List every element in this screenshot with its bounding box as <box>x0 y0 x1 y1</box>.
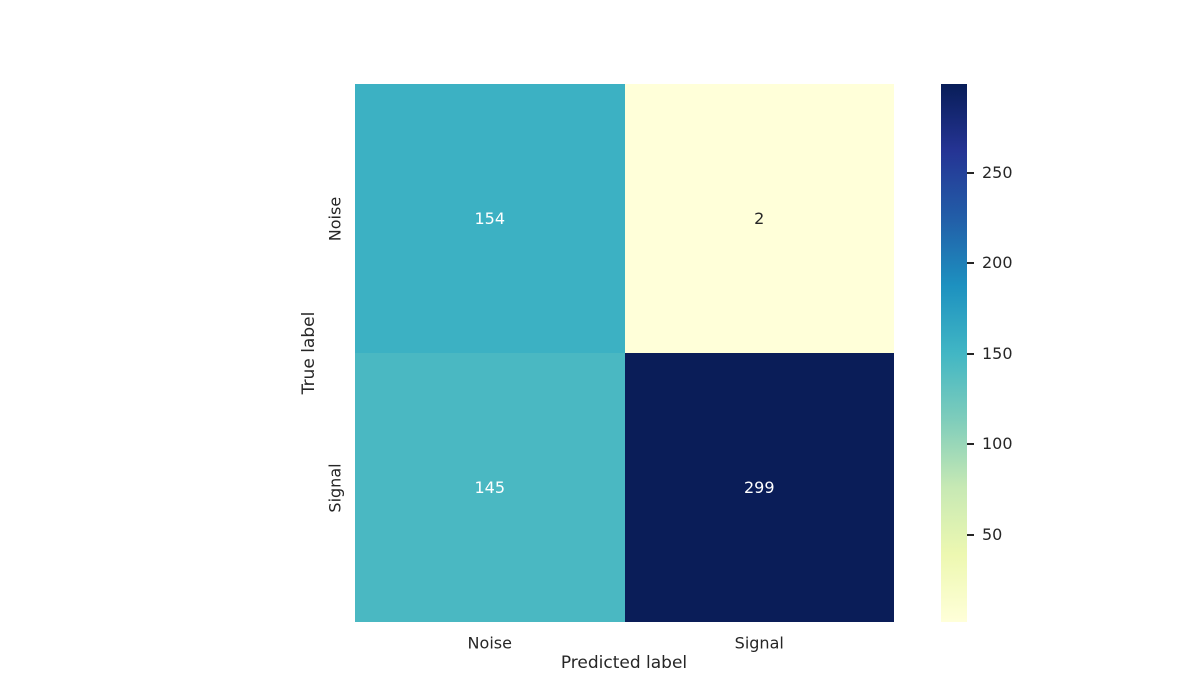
colorbar-tick-mark <box>967 443 974 446</box>
cell-value: 154 <box>474 208 506 228</box>
heatmap-cell: 145 <box>355 353 625 622</box>
colorbar-tick-label: 200 <box>982 253 1013 273</box>
colorbar-tick-label: 100 <box>982 434 1013 454</box>
x-tick-label: Noise <box>467 633 512 653</box>
heatmap-grid: 154 2 145 299 <box>355 84 894 622</box>
colorbar-tick-mark <box>967 262 974 265</box>
y-tick-label: Noise <box>325 196 345 241</box>
x-axis-label: Predicted label <box>560 653 688 673</box>
y-tick-label: Signal <box>325 462 345 513</box>
colorbar-tick-mark <box>967 534 974 537</box>
colorbar-tick-label: 250 <box>982 162 1013 182</box>
colorbar-tick-mark <box>967 352 974 355</box>
cell-value: 299 <box>743 477 775 497</box>
colorbar-tick-label: 150 <box>982 343 1013 363</box>
heatmap-cell: 2 <box>624 84 894 353</box>
heatmap-cell: 299 <box>624 353 894 622</box>
heatmap-cell: 154 <box>355 84 625 353</box>
colorbar-tick-mark <box>967 171 974 174</box>
colorbar <box>941 84 967 622</box>
colorbar-tick-label: 50 <box>982 525 1003 545</box>
cell-value: 2 <box>754 208 765 228</box>
x-tick-label: Signal <box>734 633 784 653</box>
y-axis-label: True label <box>299 311 319 395</box>
cell-value: 145 <box>474 477 506 497</box>
